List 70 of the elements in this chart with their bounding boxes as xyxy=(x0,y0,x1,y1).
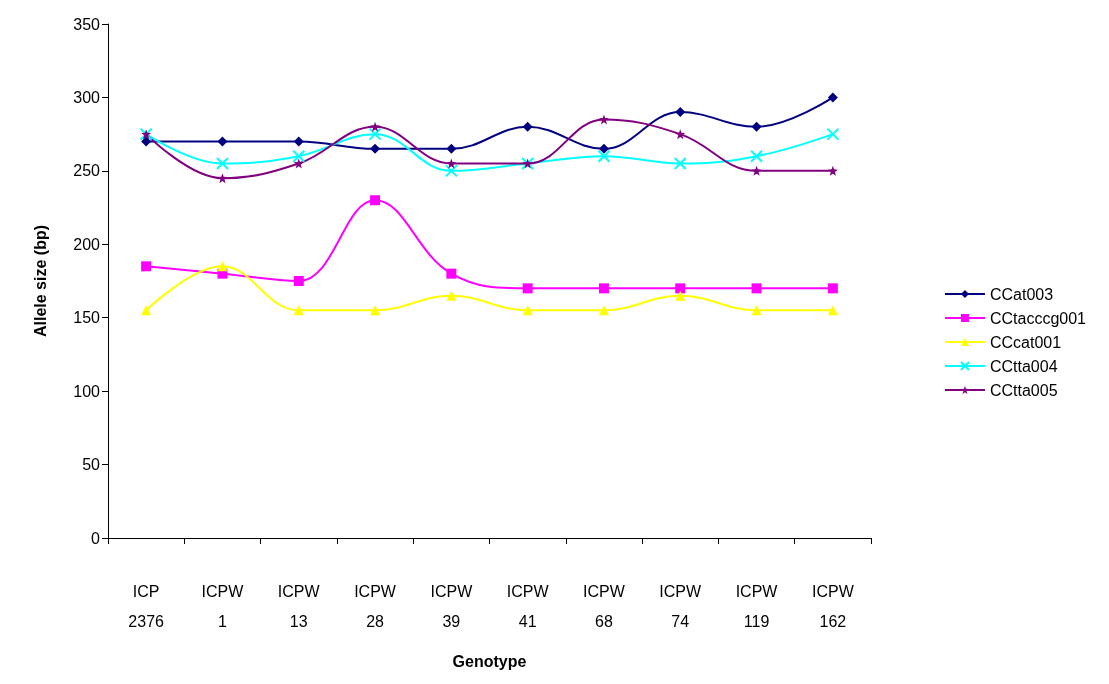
point xyxy=(751,283,762,294)
point xyxy=(217,136,228,147)
legend-label: CCtacccg001 xyxy=(989,309,1087,327)
legend-label: CCtta004 xyxy=(989,357,1058,375)
legend-label: CCtta005 xyxy=(989,381,1058,399)
point xyxy=(522,305,533,316)
point xyxy=(598,305,609,316)
point xyxy=(293,136,304,147)
point xyxy=(598,114,609,125)
x-tick-label: ICP 2376 xyxy=(128,582,165,630)
point xyxy=(368,127,382,141)
point xyxy=(750,149,764,163)
x-tick-label: ICPW 74 xyxy=(659,582,703,630)
point xyxy=(598,143,609,154)
x-tick-label: ICPW 28 xyxy=(354,582,397,630)
x-tick-label: ICPW 1 xyxy=(201,582,245,630)
point xyxy=(827,165,838,176)
point xyxy=(370,143,381,154)
point xyxy=(598,283,609,294)
point xyxy=(293,158,304,169)
point xyxy=(751,305,762,316)
x-tick-label: ICPW 39 xyxy=(430,582,474,630)
point xyxy=(293,276,304,286)
x-tick-label: ICPW 41 xyxy=(506,582,550,630)
point xyxy=(751,121,762,132)
point xyxy=(370,305,381,316)
y-axis-title: Allele size (bp) xyxy=(31,224,49,338)
y-tick-label: 50 xyxy=(82,456,101,474)
point xyxy=(675,129,686,140)
legend-label: CCcat001 xyxy=(989,333,1062,351)
point xyxy=(673,157,687,171)
point xyxy=(675,283,686,294)
point xyxy=(446,158,457,169)
y-tick-label: 150 xyxy=(73,309,101,327)
x-tick-label: ICPW 162 xyxy=(811,582,855,630)
point xyxy=(522,283,533,294)
point xyxy=(446,290,457,301)
x-tick-label: ICPW 13 xyxy=(277,582,321,630)
y-tick-label: 100 xyxy=(73,382,101,400)
point xyxy=(141,305,152,316)
point xyxy=(827,305,838,316)
x-tick-label: ICPW 68 xyxy=(583,582,626,630)
point xyxy=(444,164,458,178)
y-tick-label: 350 xyxy=(73,15,101,33)
y-tick-label: 250 xyxy=(73,162,101,180)
point xyxy=(293,305,304,316)
point xyxy=(446,268,457,279)
point xyxy=(370,121,381,132)
x-tick-label: ICPW 119 xyxy=(735,582,779,630)
point xyxy=(217,261,228,272)
point xyxy=(215,157,229,171)
x-axis-title: Genotype xyxy=(452,652,527,670)
y-tick-label: 0 xyxy=(91,529,101,547)
point xyxy=(826,127,840,141)
legend-label: CCat003 xyxy=(989,285,1054,303)
point xyxy=(827,92,838,103)
point xyxy=(522,121,533,132)
point xyxy=(141,136,152,147)
point xyxy=(751,165,762,176)
point xyxy=(292,149,306,163)
point xyxy=(141,261,152,272)
point xyxy=(446,143,457,154)
point xyxy=(370,195,381,206)
point xyxy=(597,149,611,163)
point xyxy=(675,107,686,118)
point xyxy=(675,290,686,301)
y-tick-label: 300 xyxy=(73,88,101,106)
point xyxy=(217,173,228,184)
point xyxy=(827,283,838,294)
y-tick-label: 200 xyxy=(73,235,101,253)
